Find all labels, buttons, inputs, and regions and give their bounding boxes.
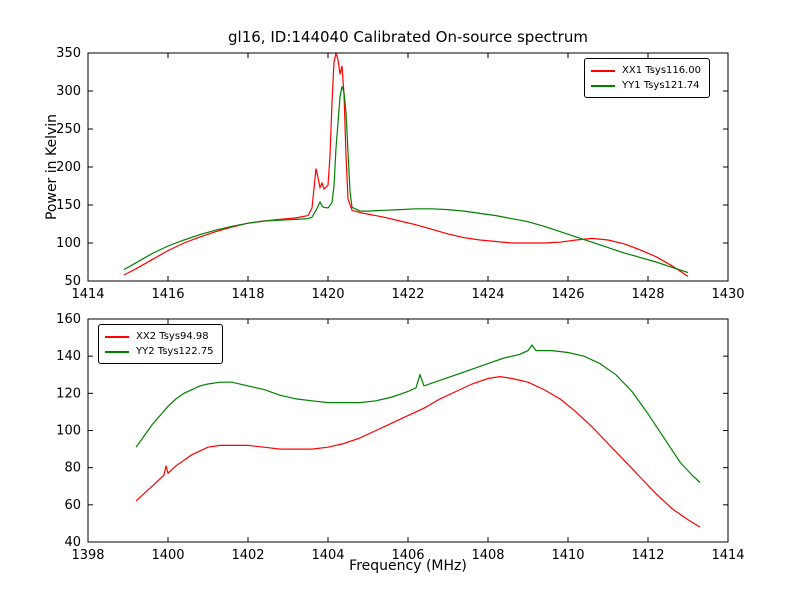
y-tick-label: 60 [64, 498, 81, 513]
x-tick-label: 1404 [311, 548, 344, 563]
y-tick-label: 300 [56, 84, 81, 99]
legend-entry-xx1: XX1 Tsys116.00 [591, 63, 701, 78]
legend-label-yy1: YY1 Tsys121.74 [622, 80, 700, 91]
y-tick-label: 140 [56, 349, 81, 364]
x-tick-label: 1400 [151, 548, 184, 563]
y-tick-label: 100 [56, 424, 81, 439]
y-tick-label: 200 [56, 160, 81, 175]
x-tick-label: 1420 [311, 287, 344, 302]
y-tick-label: 40 [64, 535, 81, 550]
x-tick-label: 1426 [551, 287, 584, 302]
y-tick-label: 50 [64, 274, 81, 289]
x-axis-label: Frequency (MHz) [349, 558, 467, 574]
x-tick-label: 1424 [471, 287, 504, 302]
y-tick-label: 100 [56, 236, 81, 251]
legend-bottom-plot: XX2 Tsys94.98 YY2 Tsys122.75 [98, 324, 223, 364]
x-tick-label: 1398 [71, 548, 104, 563]
x-tick-label: 1428 [631, 287, 664, 302]
legend-label-xx1: XX1 Tsys116.00 [622, 65, 702, 76]
x-tick-label: 1408 [471, 548, 504, 563]
x-tick-label: 1412 [631, 548, 664, 563]
y-axis-label: Power in Kelvin [44, 113, 60, 221]
x-tick-label: 1402 [231, 548, 264, 563]
legend-label-xx2: XX2 Tsys94.98 [136, 331, 209, 342]
x-tick-label: 1416 [151, 287, 184, 302]
y-tick-label: 160 [56, 312, 81, 327]
y-tick-label: 120 [56, 386, 81, 401]
y-tick-label: 80 [64, 461, 81, 476]
series-line-1-0 [135, 375, 701, 528]
x-tick-label: 1410 [551, 548, 584, 563]
x-tick-label: 1414 [711, 548, 744, 563]
legend-entry-yy1: YY1 Tsys121.74 [591, 78, 701, 93]
yy2-line-swatch [105, 350, 129, 353]
x-tick-label: 1414 [71, 287, 104, 302]
y-tick-label: 350 [56, 46, 81, 61]
y-tick-label: 150 [56, 198, 81, 213]
chart-title: gl16, ID:144040 Calibrated On-source spe… [228, 28, 588, 46]
yy1-line-swatch [591, 84, 615, 87]
legend-entry-xx2: XX2 Tsys94.98 [105, 329, 214, 344]
xx2-line-swatch [105, 335, 129, 338]
x-tick-label: 1430 [711, 287, 744, 302]
legend-entry-yy2: YY2 Tsys122.75 [105, 344, 214, 359]
legend-label-yy2: YY2 Tsys122.75 [136, 346, 214, 357]
y-tick-label: 250 [56, 122, 81, 137]
series-line-0-1 [123, 86, 689, 274]
xx1-line-swatch [591, 69, 615, 72]
legend-top-plot: XX1 Tsys116.00 YY1 Tsys121.74 [584, 58, 711, 98]
x-tick-label: 1406 [391, 548, 424, 563]
x-tick-label: 1418 [231, 287, 264, 302]
series-line-1-1 [135, 343, 701, 483]
x-tick-label: 1422 [391, 287, 424, 302]
